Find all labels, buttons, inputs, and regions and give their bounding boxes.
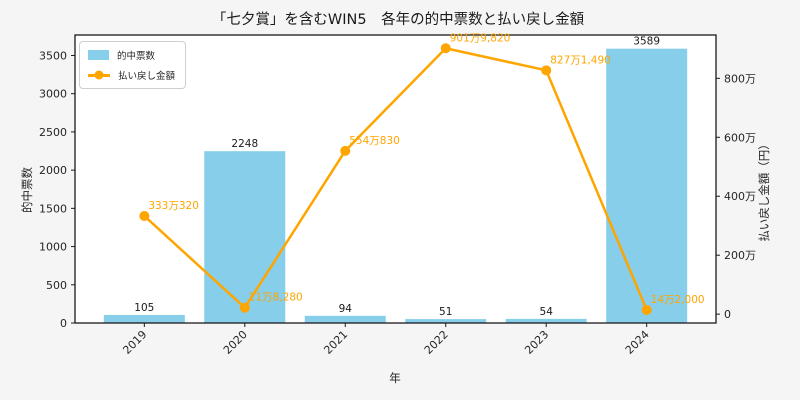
left-tick-label: 1500 bbox=[39, 202, 67, 215]
line-marker-2021 bbox=[340, 145, 351, 156]
left-tick-label: 3000 bbox=[39, 88, 67, 101]
left-tick-label: 2000 bbox=[39, 164, 67, 177]
legend-label-bar: 的中票数 bbox=[117, 51, 156, 62]
right-tick-label: 0 bbox=[724, 308, 731, 321]
legend-label-line: 払い戻し金額 bbox=[118, 71, 176, 82]
bar-2021 bbox=[304, 315, 386, 323]
line-marker-2019 bbox=[139, 210, 150, 221]
bar-2019 bbox=[103, 314, 185, 323]
line-value-label: 827万1,490 bbox=[550, 54, 611, 66]
y-axis-label-left: 的中票数 bbox=[20, 167, 34, 213]
left-tick-label: 1000 bbox=[39, 241, 67, 254]
line-value-label: 21万8,280 bbox=[249, 292, 303, 304]
x-tick-label: 2024 bbox=[623, 328, 652, 357]
line-marker-2024 bbox=[641, 304, 652, 315]
bar-value-label: 54 bbox=[540, 306, 554, 318]
x-tick-label: 2021 bbox=[321, 328, 350, 357]
axes-frame bbox=[74, 34, 717, 324]
right-tick-label: 800万 bbox=[724, 72, 756, 85]
x-tick-label: 2022 bbox=[422, 328, 451, 357]
bar-2024 bbox=[606, 48, 688, 324]
bar-2020 bbox=[204, 151, 286, 323]
legend-item-line: 払い戻し金額 bbox=[88, 68, 175, 82]
line-value-label: 901万9,820 bbox=[450, 32, 511, 44]
line-marker-2022 bbox=[440, 43, 451, 54]
x-tick-label: 2020 bbox=[221, 328, 250, 357]
legend: 的中票数 払い戻し金額 bbox=[79, 41, 187, 89]
bar-2023 bbox=[505, 318, 587, 323]
line-value-label: 333万320 bbox=[148, 200, 199, 212]
line-value-label: 554万830 bbox=[349, 135, 400, 147]
right-tick-label: 400万 bbox=[724, 190, 756, 203]
line-swatch-icon bbox=[88, 70, 110, 80]
line-marker-2020 bbox=[239, 302, 250, 313]
chart-title: 「七夕賞」を含むWIN5 各年の的中票数と払い戻し金額 bbox=[211, 12, 585, 28]
left-tick-label: 0 bbox=[60, 317, 67, 330]
bar-value-label: 94 bbox=[339, 303, 353, 315]
bar-swatch-icon bbox=[88, 50, 109, 60]
line-marker-2023 bbox=[541, 65, 552, 76]
right-tick-label: 200万 bbox=[724, 249, 756, 262]
legend-item-bar: 的中票数 bbox=[88, 48, 175, 62]
left-tick-label: 500 bbox=[46, 279, 67, 292]
bar-value-label: 2248 bbox=[231, 138, 258, 150]
x-axis-label: 年 bbox=[389, 371, 401, 385]
bar-value-label: 105 bbox=[134, 302, 154, 314]
bar-value-label: 51 bbox=[439, 306, 452, 318]
bar-2022 bbox=[405, 319, 487, 323]
x-tick-label: 2019 bbox=[120, 328, 149, 357]
y-axis-label-right: 払い戻し金額（円） bbox=[757, 138, 771, 242]
x-tick-label: 2023 bbox=[522, 328, 551, 357]
line-value-label: 14万2,000 bbox=[651, 294, 705, 306]
payout-line bbox=[143, 46, 648, 311]
right-tick-label: 600万 bbox=[724, 131, 756, 144]
bar-value-label: 3589 bbox=[633, 36, 660, 48]
left-tick-label: 3500 bbox=[39, 49, 67, 62]
left-tick-label: 2500 bbox=[39, 126, 67, 139]
